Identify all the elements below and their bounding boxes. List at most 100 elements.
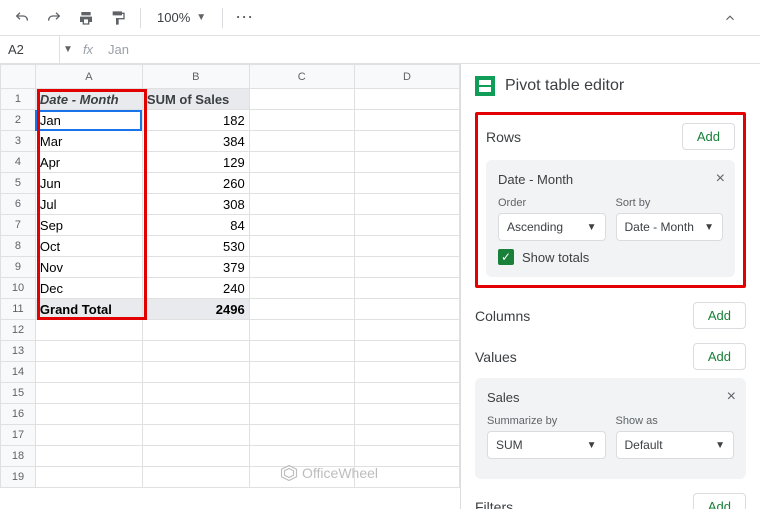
col-header[interactable]: D [354,65,459,89]
name-box[interactable]: A2 [0,36,60,63]
cell[interactable] [249,89,354,110]
cell[interactable] [249,110,354,131]
cell[interactable] [354,362,459,383]
cell[interactable] [249,404,354,425]
row-header[interactable]: 12 [1,320,36,341]
cell[interactable] [142,341,249,362]
cell[interactable] [249,299,354,320]
row-header[interactable]: 11 [1,299,36,320]
print-icon[interactable] [72,4,100,32]
cell[interactable] [354,404,459,425]
cell[interactable] [142,320,249,341]
cell[interactable] [354,299,459,320]
cell[interactable] [249,194,354,215]
row-header[interactable]: 7 [1,215,36,236]
cell[interactable] [354,425,459,446]
cell[interactable]: Date - Month [35,89,142,110]
cell[interactable]: 2496 [142,299,249,320]
cell[interactable] [249,131,354,152]
cell[interactable] [35,404,142,425]
cell[interactable]: SUM of Sales [142,89,249,110]
row-header[interactable]: 10 [1,278,36,299]
namebox-dropdown-icon[interactable]: ▼ [60,44,76,55]
cell[interactable] [249,152,354,173]
cell[interactable]: 240 [142,278,249,299]
cell[interactable] [249,257,354,278]
cell[interactable] [354,236,459,257]
cell[interactable] [142,362,249,383]
show-totals-checkbox[interactable]: ✓ Show totals [498,249,723,265]
col-header[interactable]: C [249,65,354,89]
add-columns-button[interactable]: Add [693,302,746,329]
cell[interactable] [249,425,354,446]
cell[interactable] [354,215,459,236]
cell[interactable] [249,173,354,194]
summarize-select[interactable]: SUM▼ [487,431,606,459]
cell[interactable]: Oct [35,236,142,257]
cell[interactable] [354,467,459,488]
add-rows-button[interactable]: Add [682,123,735,150]
cell[interactable] [35,446,142,467]
cell[interactable] [142,383,249,404]
row-header[interactable]: 13 [1,341,36,362]
cell[interactable] [249,467,354,488]
row-header[interactable]: 9 [1,257,36,278]
row-header[interactable]: 19 [1,467,36,488]
cell[interactable] [35,341,142,362]
cell[interactable]: Jan [35,110,142,131]
cell[interactable] [249,236,354,257]
row-header[interactable]: 8 [1,236,36,257]
cell[interactable] [354,341,459,362]
cell[interactable] [249,278,354,299]
cell[interactable]: Sep [35,215,142,236]
cell[interactable] [354,383,459,404]
cell[interactable] [354,173,459,194]
cell[interactable] [249,320,354,341]
cell[interactable] [35,362,142,383]
cell[interactable] [142,446,249,467]
cell[interactable]: 129 [142,152,249,173]
formula-input[interactable]: Jan [100,42,129,57]
cell[interactable]: 384 [142,131,249,152]
cell[interactable]: 84 [142,215,249,236]
cell[interactable] [142,404,249,425]
spreadsheet-area[interactable]: ABCD1Date - MonthSUM of Sales2Jan1823Mar… [0,64,460,509]
cell[interactable] [142,467,249,488]
row-header[interactable]: 5 [1,173,36,194]
row-header[interactable]: 14 [1,362,36,383]
add-filters-button[interactable]: Add [693,493,746,509]
cell[interactable] [249,446,354,467]
cell[interactable] [354,320,459,341]
cell[interactable] [354,446,459,467]
cell[interactable]: 379 [142,257,249,278]
cell[interactable] [35,425,142,446]
row-header[interactable]: 2 [1,110,36,131]
cell[interactable]: Apr [35,152,142,173]
cell[interactable] [354,131,459,152]
cell[interactable] [354,152,459,173]
cell[interactable] [35,383,142,404]
cell[interactable]: Jun [35,173,142,194]
cell[interactable] [354,257,459,278]
close-icon[interactable]: × [716,170,725,188]
redo-icon[interactable] [40,4,68,32]
row-header[interactable]: 6 [1,194,36,215]
cell[interactable] [142,425,249,446]
cell[interactable] [354,194,459,215]
row-header[interactable]: 15 [1,383,36,404]
cell[interactable]: 260 [142,173,249,194]
cell[interactable]: 308 [142,194,249,215]
col-header[interactable]: A [35,65,142,89]
cell[interactable] [35,467,142,488]
cell[interactable] [354,89,459,110]
row-header[interactable]: 16 [1,404,36,425]
more-icon[interactable]: ⋯ [231,4,259,32]
zoom-dropdown[interactable]: 100%▼ [149,6,214,29]
cell[interactable]: 182 [142,110,249,131]
cell[interactable]: Nov [35,257,142,278]
row-header[interactable]: 3 [1,131,36,152]
paint-format-icon[interactable] [104,4,132,32]
cell[interactable] [249,215,354,236]
row-header[interactable]: 17 [1,425,36,446]
cell[interactable] [35,320,142,341]
